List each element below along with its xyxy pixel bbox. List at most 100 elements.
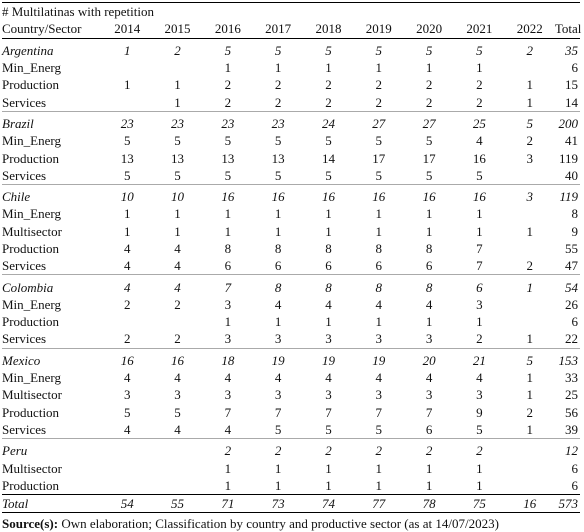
sector-name: Services — [2, 331, 47, 347]
sector-cell: 4 — [325, 370, 332, 386]
sector-cell: 5 — [476, 167, 483, 183]
sector-cell: 4 — [123, 421, 131, 437]
sector-cell: 3 — [526, 150, 533, 166]
country-cell: 54 — [554, 274, 580, 296]
sector-cell: 1 — [325, 223, 332, 239]
country-cell: 16 — [403, 183, 455, 206]
sector-row: Services 1 2 2 2 2 2 2 1 14 — [2, 93, 580, 111]
sector-cell — [152, 477, 202, 495]
sector-cell: 26 — [565, 296, 578, 312]
sector-cell: 7 — [425, 404, 433, 420]
sector-cell: 2 — [526, 404, 533, 420]
sector-cell — [102, 93, 152, 111]
country-cell: 5 — [403, 37, 455, 59]
sector-cell: 1 — [476, 60, 483, 76]
sector-cell: 25 — [565, 387, 578, 403]
sector-cell: 33 — [565, 370, 578, 386]
country-cell: 23 — [152, 110, 203, 133]
country-cell: 2 — [152, 37, 203, 59]
country-cell: 5 — [202, 37, 253, 59]
sector-cell: 14 — [321, 150, 335, 166]
sector-cell: 5 — [425, 167, 433, 183]
sector-cell: 1 — [174, 94, 181, 110]
country-cell: 5 — [504, 110, 555, 133]
sector-cell: 13 — [120, 150, 134, 166]
sector-cell: 5 — [375, 421, 383, 437]
sector-cell: 7 — [375, 404, 383, 420]
sector-row: Production 1 1 1 1 1 1 6 — [2, 477, 580, 495]
sector-cell: 1 — [375, 206, 383, 222]
country-cell: 12 — [554, 438, 580, 460]
sector-cell: 5 — [123, 404, 131, 420]
column-header: 2019 — [353, 20, 404, 39]
sector-cell: 1 — [325, 477, 332, 493]
sector-cell: 4 — [274, 296, 282, 312]
sector-cell: 1 — [425, 460, 433, 476]
country-name: Argentina — [2, 37, 103, 59]
sector-name: Production — [2, 150, 60, 166]
total-row: Total 54 55 71 73 74 77 78 75 16 573 — [2, 494, 580, 514]
total-cell: 78 — [403, 494, 455, 514]
sector-cell: 1 — [425, 223, 433, 239]
country-cell: 16 — [353, 183, 404, 206]
country-cell — [152, 438, 203, 460]
sector-name: Min_Energ — [2, 133, 61, 149]
country-row: Peru 2 2 2 2 2 2 12 — [2, 438, 580, 460]
country-cell: 2 — [252, 438, 304, 460]
sector-cell: 5 — [375, 133, 383, 149]
sector-cell: 14 — [565, 94, 578, 110]
sector-cell: 3 — [224, 331, 232, 347]
sector-cell: 13 — [171, 150, 184, 166]
sector-row: Production 4 4 8 8 8 8 8 7 55 — [2, 240, 580, 257]
sector-cell: 22 — [565, 331, 578, 347]
country-cell: 25 — [454, 110, 505, 133]
sector-cell: 2 — [425, 94, 433, 110]
sector-cell: 6 — [325, 258, 332, 274]
sector-cell: 2 — [476, 331, 483, 347]
country-cell: 16 — [202, 183, 253, 206]
country-name: Chile — [2, 183, 103, 206]
sector-cell: 4 — [224, 421, 232, 437]
sector-cell: 2 — [526, 258, 533, 274]
sector-cell: 6 — [571, 314, 579, 330]
country-cell: 16 — [152, 347, 203, 369]
sector-cell: 4 — [224, 370, 232, 386]
country-cell: 16 — [102, 347, 153, 369]
column-header: 2021 — [454, 20, 505, 39]
country-cell: 35 — [554, 37, 580, 59]
sector-cell: 1 — [325, 460, 332, 476]
sector-cell: 4 — [174, 241, 181, 256]
sector-cell — [505, 167, 555, 185]
sector-cell: 13 — [221, 150, 235, 166]
sector-cell: 5 — [174, 167, 181, 183]
sector-cell: 1 — [425, 314, 433, 330]
country-cell: 5 — [454, 37, 505, 59]
country-cell: 8 — [252, 274, 304, 296]
sector-cell: 8 — [425, 241, 433, 256]
sector-cell: 7 — [274, 404, 282, 420]
country-cell: 20 — [403, 347, 455, 369]
sector-cell: 3 — [325, 387, 332, 403]
country-cell: 1 — [102, 37, 153, 59]
country-cell: 5 — [353, 37, 404, 59]
sector-name: Min_Energ — [2, 206, 61, 222]
country-cell: 2 — [202, 438, 253, 460]
country-cell: 16 — [252, 183, 304, 206]
sector-row: Services 4 4 4 5 5 5 6 5 1 39 — [2, 421, 580, 439]
column-header: 2016 — [202, 20, 253, 39]
sector-cell: 39 — [565, 421, 578, 437]
sector-cell: 3 — [375, 331, 383, 347]
country-cell: 19 — [353, 347, 404, 369]
sector-cell: 2 — [325, 94, 332, 110]
sector-cell — [505, 59, 555, 76]
country-cell: 23 — [252, 110, 304, 133]
sector-cell: 1 — [325, 206, 332, 222]
sector-cell: 5 — [224, 167, 232, 183]
source-note: Source(s): Own elaboration; Classificati… — [2, 516, 580, 532]
sector-cell: 7 — [325, 404, 332, 420]
sector-cell: 15 — [565, 77, 578, 93]
sector-cell: 1 — [274, 477, 282, 493]
sector-cell: 2 — [526, 133, 533, 149]
country-row: Argentina 1 2 5 5 5 5 5 5 2 35 — [2, 37, 580, 59]
sector-row: Multisector 3 3 3 3 3 3 3 3 1 25 — [2, 386, 580, 403]
